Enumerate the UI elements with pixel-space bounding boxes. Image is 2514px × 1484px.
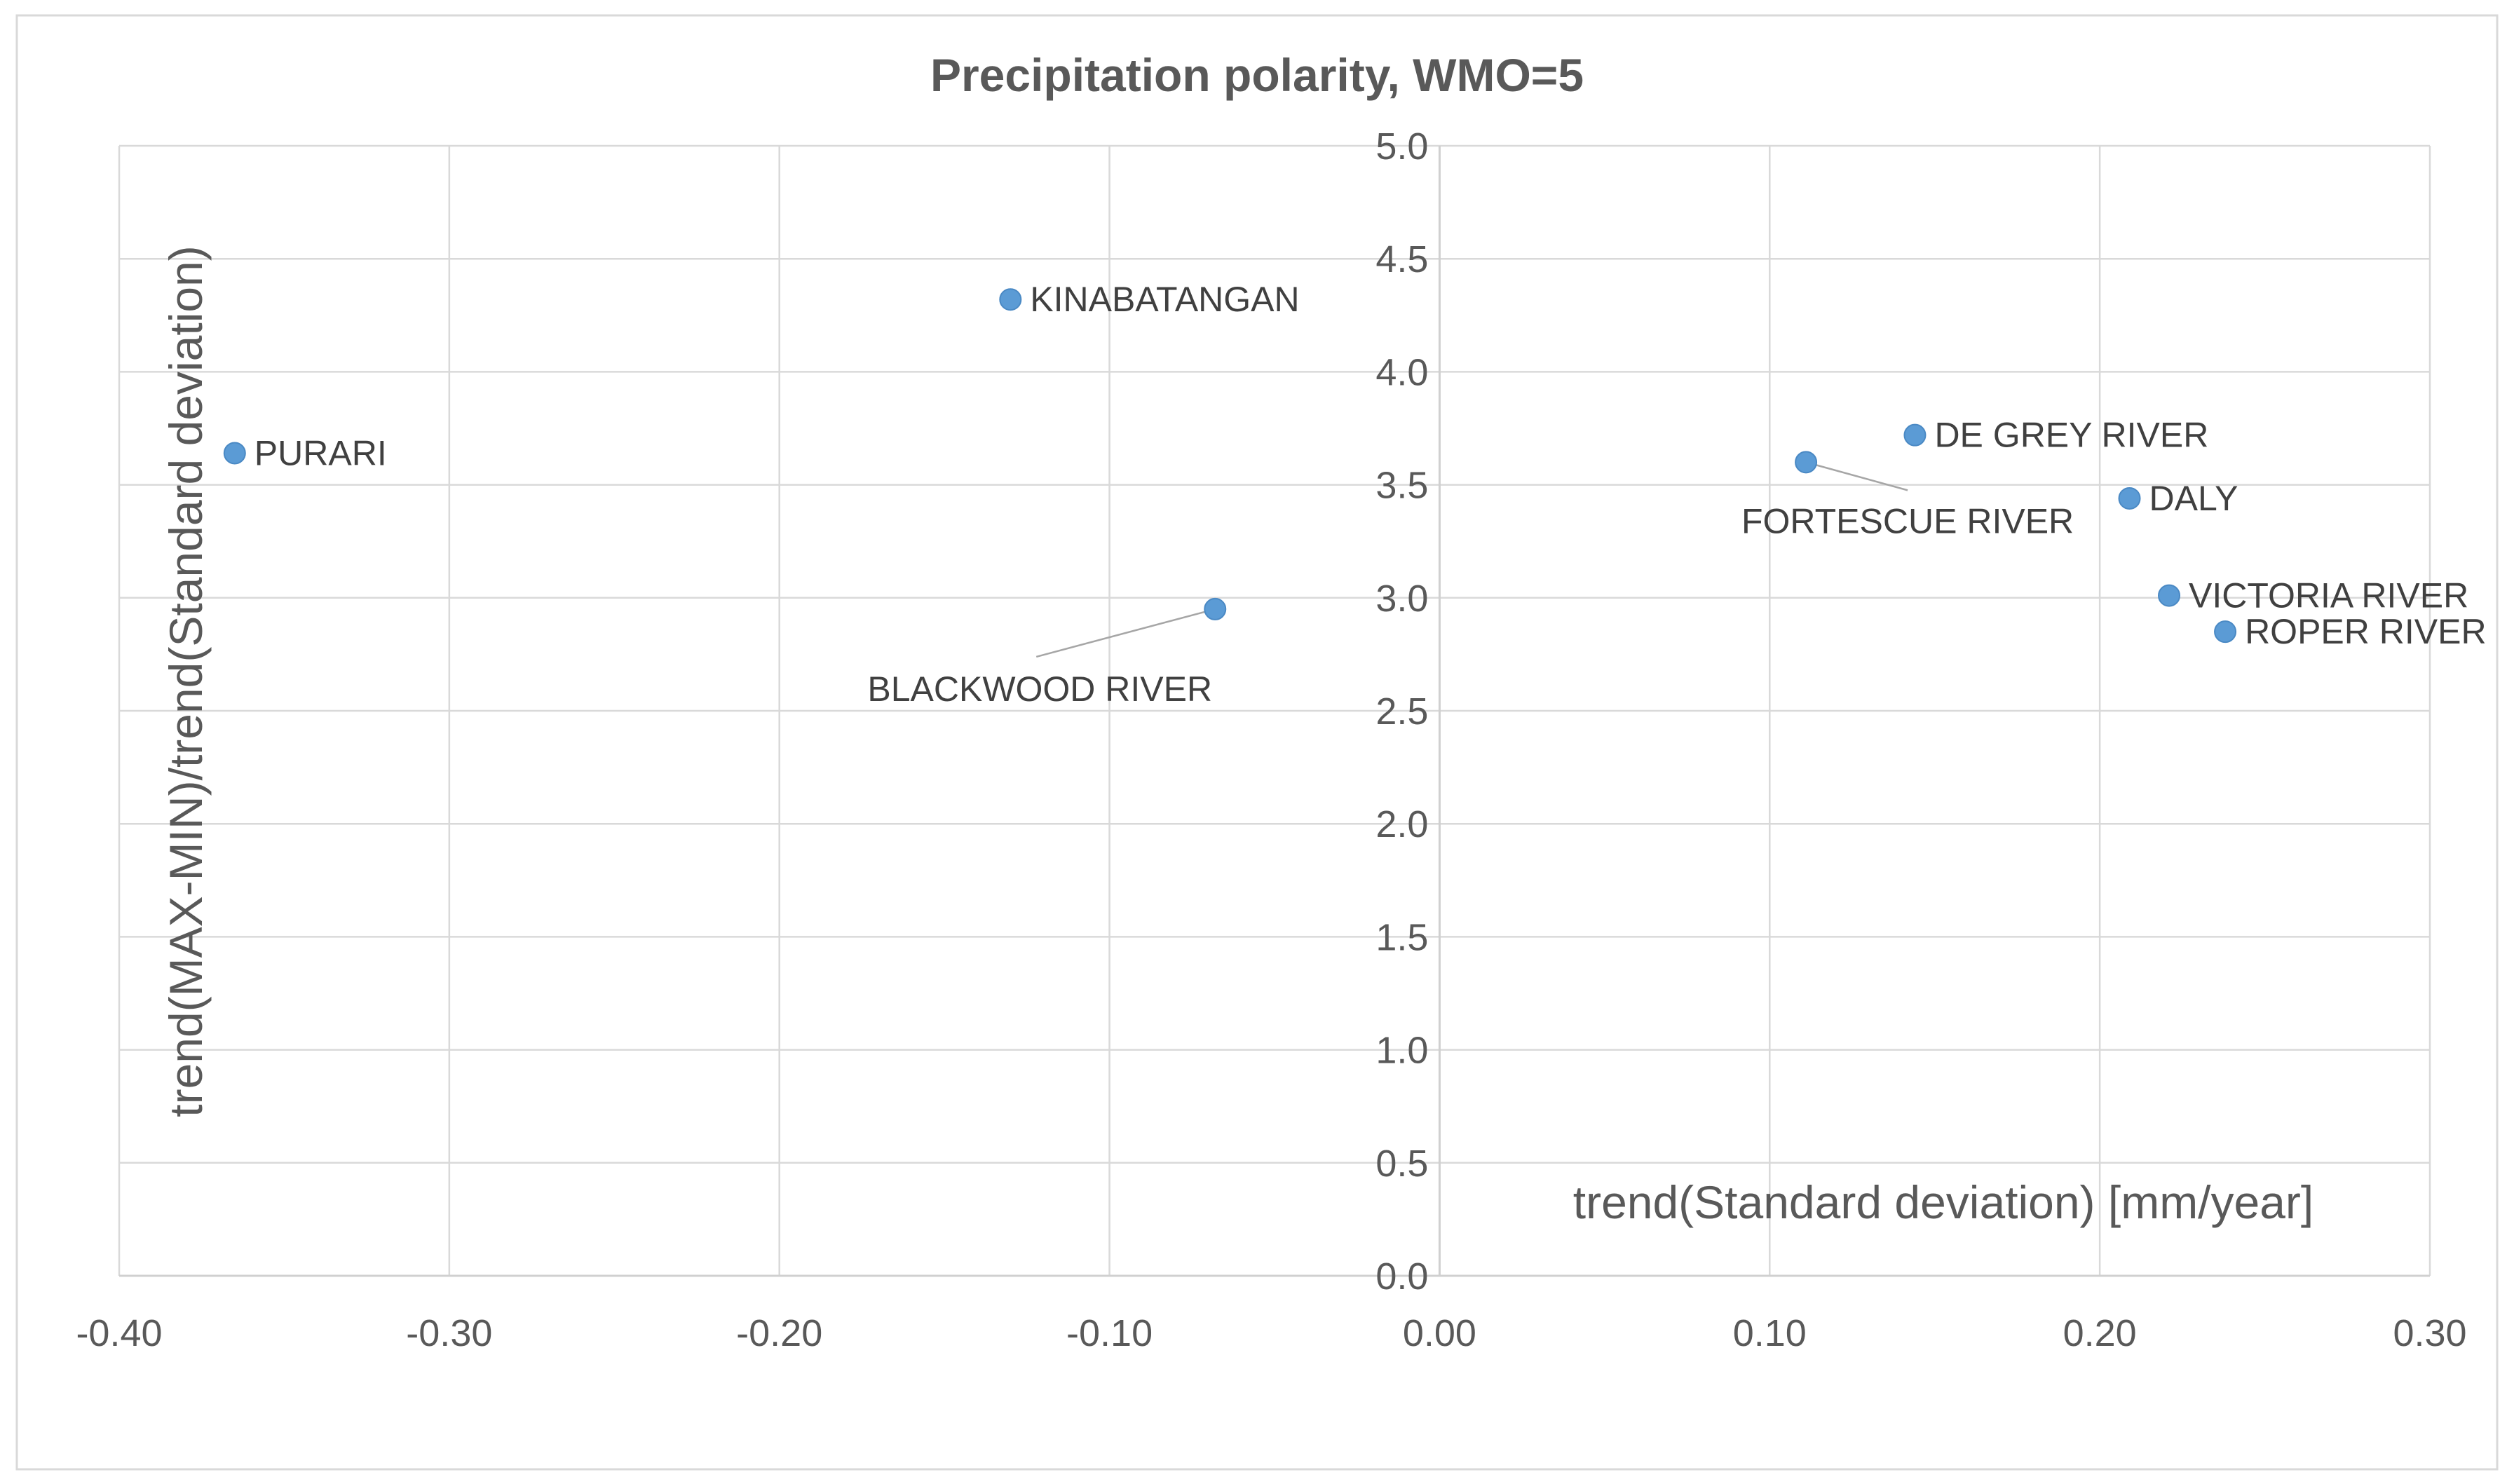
y-tick-label: 0.5 bbox=[1375, 1143, 1428, 1185]
data-point bbox=[1903, 423, 1927, 447]
x-tick-label: 0.00 bbox=[1403, 1312, 1476, 1354]
y-tick-label: 2.5 bbox=[1375, 690, 1428, 733]
y-tick-label: 4.0 bbox=[1375, 351, 1428, 393]
y-tick-label: 1.5 bbox=[1375, 916, 1428, 958]
point-label: KINABATANGAN bbox=[1030, 280, 1299, 319]
x-tick-label: 0.10 bbox=[1733, 1312, 1807, 1354]
x-axis-title: trend(Standard deviation) [mm/year] bbox=[1573, 1176, 2313, 1228]
point-label: DE GREY RIVER bbox=[1934, 416, 2208, 455]
point-label: FORTESCUE RIVER bbox=[1741, 501, 2074, 540]
leader-line bbox=[1035, 608, 1216, 658]
y-tick-label: 5.0 bbox=[1375, 125, 1428, 168]
data-point bbox=[2158, 584, 2181, 607]
data-points bbox=[223, 288, 2237, 644]
x-tick-label: -0.40 bbox=[76, 1312, 162, 1354]
data-point bbox=[2118, 486, 2141, 510]
x-tick-label: 0.20 bbox=[2063, 1312, 2137, 1354]
x-tick-label: -0.20 bbox=[736, 1312, 822, 1354]
data-point bbox=[1204, 597, 1227, 620]
leader-line bbox=[1805, 461, 1908, 491]
point-label: VICTORIA RIVER bbox=[2189, 576, 2468, 615]
chart-title: Precipitation polarity, WMO=5 bbox=[930, 49, 1584, 101]
point-label: ROPER RIVER bbox=[2245, 612, 2487, 651]
point-label: PURARI bbox=[254, 433, 387, 472]
data-point bbox=[223, 442, 246, 465]
y-tick-label: 1.0 bbox=[1375, 1030, 1428, 1072]
y-tick-label: 2.0 bbox=[1375, 803, 1428, 845]
tick-labels: -0.40 -0.30 -0.20 -0.10 0.00 0.10 0.20 0.30 0.0 0… bbox=[76, 125, 2466, 1354]
y-tick-label: 3.0 bbox=[1375, 578, 1428, 620]
point-labels: PURARI KINABATANGAN BLACKWOOD RIVER FORTESC… bbox=[254, 280, 2487, 709]
y-tick-label: 3.5 bbox=[1375, 465, 1428, 507]
x-tick-label: -0.10 bbox=[1066, 1312, 1153, 1354]
data-point bbox=[2214, 620, 2237, 644]
data-point bbox=[1795, 451, 1818, 474]
data-point bbox=[999, 288, 1022, 311]
axis-layer bbox=[119, 146, 2430, 1277]
x-tick-label: -0.30 bbox=[406, 1312, 492, 1354]
y-axis-title: trend(MAX-MIN)/trend(Standard deviation) bbox=[160, 245, 212, 1117]
point-label: DALY bbox=[2149, 479, 2238, 518]
chart-frame bbox=[15, 14, 2499, 1471]
y-tick-label: 4.5 bbox=[1375, 238, 1428, 280]
x-tick-label: 0.30 bbox=[2393, 1312, 2466, 1354]
grid-layer bbox=[118, 144, 2431, 1277]
point-label: BLACKWOOD RIVER bbox=[867, 669, 1212, 709]
leader-lines bbox=[1035, 461, 1908, 658]
y-tick-label: 0.0 bbox=[1375, 1255, 1428, 1298]
